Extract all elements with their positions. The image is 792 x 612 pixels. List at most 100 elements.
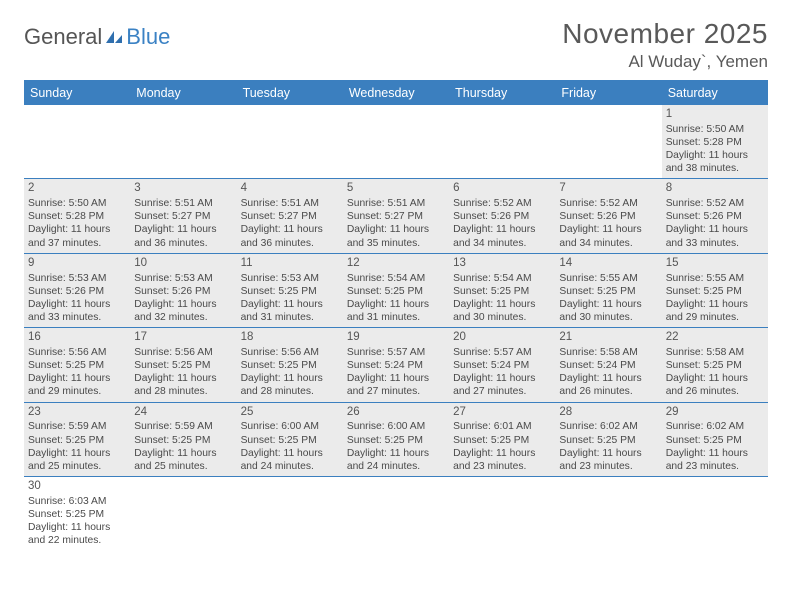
day-cell: 20Sunrise: 5:57 AMSunset: 5:24 PMDayligh…	[449, 328, 555, 401]
day-number: 17	[134, 330, 232, 345]
sunrise-line: Sunrise: 5:52 AM	[559, 197, 657, 210]
day-cell: 11Sunrise: 5:53 AMSunset: 5:25 PMDayligh…	[237, 254, 343, 327]
sunset-line: Sunset: 5:26 PM	[453, 210, 551, 223]
day-cell: 29Sunrise: 6:02 AMSunset: 5:25 PMDayligh…	[662, 403, 768, 476]
day-cell: 24Sunrise: 5:59 AMSunset: 5:25 PMDayligh…	[130, 403, 236, 476]
daylight-line: Daylight: 11 hours and 34 minutes.	[453, 223, 551, 249]
daylight-line: Daylight: 11 hours and 30 minutes.	[559, 298, 657, 324]
day-number: 20	[453, 330, 551, 345]
day-cell: 26Sunrise: 6:00 AMSunset: 5:25 PMDayligh…	[343, 403, 449, 476]
sunrise-line: Sunrise: 5:59 AM	[134, 420, 232, 433]
sunset-line: Sunset: 5:25 PM	[28, 508, 126, 521]
day-cell: 17Sunrise: 5:56 AMSunset: 5:25 PMDayligh…	[130, 328, 236, 401]
sunset-line: Sunset: 5:24 PM	[559, 359, 657, 372]
empty-cell	[343, 105, 449, 178]
sunrise-line: Sunrise: 5:58 AM	[666, 346, 764, 359]
calendar-week: 16Sunrise: 5:56 AMSunset: 5:25 PMDayligh…	[24, 328, 768, 402]
sunset-line: Sunset: 5:25 PM	[241, 359, 339, 372]
day-cell: 21Sunrise: 5:58 AMSunset: 5:24 PMDayligh…	[555, 328, 661, 401]
title-block: November 2025 Al Wuday`, Yemen	[562, 18, 768, 72]
brand-logo: General Blue	[24, 18, 170, 50]
sunset-line: Sunset: 5:25 PM	[666, 434, 764, 447]
daylight-line: Daylight: 11 hours and 23 minutes.	[666, 447, 764, 473]
daylight-line: Daylight: 11 hours and 26 minutes.	[666, 372, 764, 398]
sunrise-line: Sunrise: 5:51 AM	[134, 197, 232, 210]
sunset-line: Sunset: 5:25 PM	[347, 434, 445, 447]
empty-cell	[237, 477, 343, 550]
empty-cell	[662, 477, 768, 550]
daylight-line: Daylight: 11 hours and 36 minutes.	[134, 223, 232, 249]
sunset-line: Sunset: 5:27 PM	[347, 210, 445, 223]
daylight-line: Daylight: 11 hours and 31 minutes.	[347, 298, 445, 324]
dow-header: Saturday	[662, 82, 768, 105]
day-number: 2	[28, 181, 126, 196]
sunset-line: Sunset: 5:25 PM	[666, 359, 764, 372]
daylight-line: Daylight: 11 hours and 25 minutes.	[134, 447, 232, 473]
empty-cell	[237, 105, 343, 178]
sunrise-line: Sunrise: 5:56 AM	[134, 346, 232, 359]
day-cell: 3Sunrise: 5:51 AMSunset: 5:27 PMDaylight…	[130, 179, 236, 252]
sunset-line: Sunset: 5:25 PM	[559, 434, 657, 447]
sunrise-line: Sunrise: 6:03 AM	[28, 495, 126, 508]
daylight-line: Daylight: 11 hours and 24 minutes.	[241, 447, 339, 473]
dow-row: SundayMondayTuesdayWednesdayThursdayFrid…	[24, 82, 768, 105]
dow-header: Tuesday	[237, 82, 343, 105]
daylight-line: Daylight: 11 hours and 29 minutes.	[666, 298, 764, 324]
day-number: 5	[347, 181, 445, 196]
day-cell: 8Sunrise: 5:52 AMSunset: 5:26 PMDaylight…	[662, 179, 768, 252]
sunrise-line: Sunrise: 5:53 AM	[241, 272, 339, 285]
page: General Blue November 2025 Al Wuday`, Ye…	[0, 0, 792, 550]
sunrise-line: Sunrise: 5:57 AM	[453, 346, 551, 359]
day-cell: 14Sunrise: 5:55 AMSunset: 5:25 PMDayligh…	[555, 254, 661, 327]
day-cell: 12Sunrise: 5:54 AMSunset: 5:25 PMDayligh…	[343, 254, 449, 327]
day-cell: 19Sunrise: 5:57 AMSunset: 5:24 PMDayligh…	[343, 328, 449, 401]
day-number: 18	[241, 330, 339, 345]
daylight-line: Daylight: 11 hours and 30 minutes.	[453, 298, 551, 324]
dow-header: Sunday	[24, 82, 130, 105]
calendar-week: 9Sunrise: 5:53 AMSunset: 5:26 PMDaylight…	[24, 254, 768, 328]
daylight-line: Daylight: 11 hours and 26 minutes.	[559, 372, 657, 398]
sunset-line: Sunset: 5:24 PM	[347, 359, 445, 372]
day-cell: 9Sunrise: 5:53 AMSunset: 5:26 PMDaylight…	[24, 254, 130, 327]
sunrise-line: Sunrise: 6:00 AM	[241, 420, 339, 433]
day-cell: 23Sunrise: 5:59 AMSunset: 5:25 PMDayligh…	[24, 403, 130, 476]
sunset-line: Sunset: 5:25 PM	[666, 285, 764, 298]
daylight-line: Daylight: 11 hours and 28 minutes.	[241, 372, 339, 398]
sunrise-line: Sunrise: 6:02 AM	[559, 420, 657, 433]
sunset-line: Sunset: 5:25 PM	[241, 434, 339, 447]
daylight-line: Daylight: 11 hours and 31 minutes.	[241, 298, 339, 324]
day-number: 10	[134, 256, 232, 271]
sunset-line: Sunset: 5:27 PM	[241, 210, 339, 223]
daylight-line: Daylight: 11 hours and 38 minutes.	[666, 149, 764, 175]
day-number: 1	[666, 107, 764, 122]
sunset-line: Sunset: 5:26 PM	[559, 210, 657, 223]
sail-icon	[104, 25, 124, 51]
daylight-line: Daylight: 11 hours and 22 minutes.	[28, 521, 126, 547]
day-number: 12	[347, 256, 445, 271]
dow-header: Thursday	[449, 82, 555, 105]
day-number: 8	[666, 181, 764, 196]
sunset-line: Sunset: 5:26 PM	[666, 210, 764, 223]
calendar-week: 23Sunrise: 5:59 AMSunset: 5:25 PMDayligh…	[24, 403, 768, 477]
day-number: 23	[28, 405, 126, 420]
daylight-line: Daylight: 11 hours and 27 minutes.	[453, 372, 551, 398]
sunset-line: Sunset: 5:26 PM	[134, 285, 232, 298]
sunset-line: Sunset: 5:27 PM	[134, 210, 232, 223]
sunrise-line: Sunrise: 5:51 AM	[241, 197, 339, 210]
day-cell: 5Sunrise: 5:51 AMSunset: 5:27 PMDaylight…	[343, 179, 449, 252]
day-number: 19	[347, 330, 445, 345]
daylight-line: Daylight: 11 hours and 27 minutes.	[347, 372, 445, 398]
sunset-line: Sunset: 5:24 PM	[453, 359, 551, 372]
daylight-line: Daylight: 11 hours and 36 minutes.	[241, 223, 339, 249]
brand-part1: General	[24, 24, 102, 50]
sunrise-line: Sunrise: 5:51 AM	[347, 197, 445, 210]
calendar-week: 30Sunrise: 6:03 AMSunset: 5:25 PMDayligh…	[24, 477, 768, 550]
empty-cell	[130, 105, 236, 178]
day-number: 6	[453, 181, 551, 196]
sunset-line: Sunset: 5:28 PM	[28, 210, 126, 223]
empty-cell	[555, 105, 661, 178]
sunset-line: Sunset: 5:25 PM	[559, 285, 657, 298]
day-number: 13	[453, 256, 551, 271]
sunrise-line: Sunrise: 5:56 AM	[241, 346, 339, 359]
sunrise-line: Sunrise: 6:00 AM	[347, 420, 445, 433]
